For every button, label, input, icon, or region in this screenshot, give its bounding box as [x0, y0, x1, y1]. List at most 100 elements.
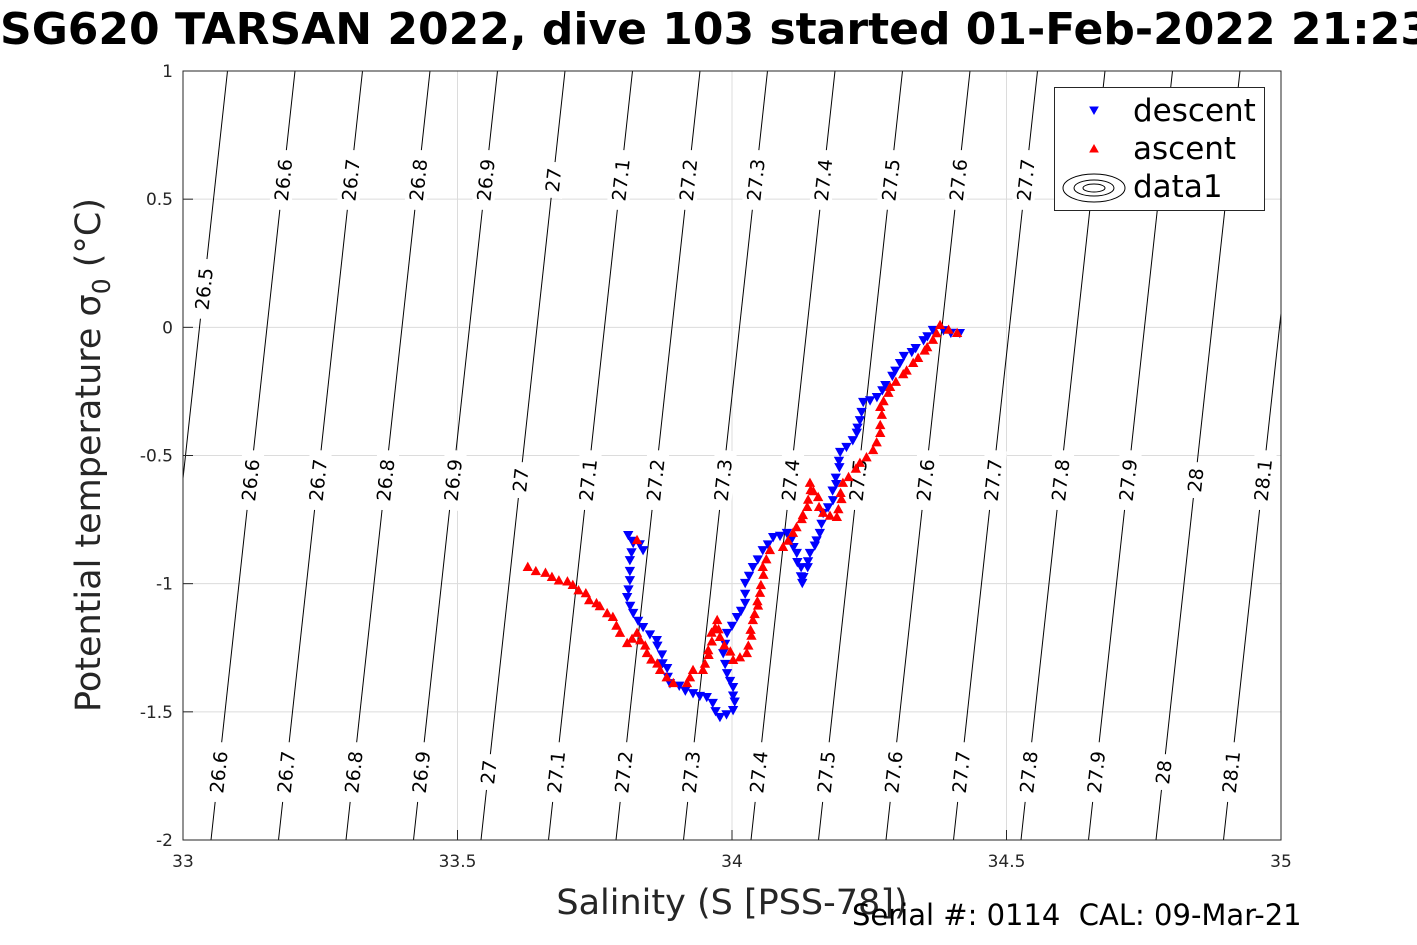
- contour-label: 27.8: [1046, 449, 1075, 512]
- contour-label-text: 27.6: [946, 158, 972, 202]
- contour-label: 26.6: [236, 449, 265, 512]
- descent-point: [637, 622, 649, 633]
- ascent-point: [758, 569, 769, 579]
- descent-point: [816, 519, 827, 530]
- contour-label-bg: [946, 741, 976, 804]
- contour-label-bg: [879, 741, 908, 804]
- contour-label-text: 27.3: [743, 158, 769, 202]
- contour-label: 27: [507, 461, 534, 500]
- contour-label-bg: [606, 148, 635, 211]
- ascent-point: [831, 511, 843, 522]
- descent-point: [632, 616, 644, 627]
- x-axis-label: Salinity (S [PSS-78]): [556, 883, 907, 923]
- contour-label-text: 26.9: [409, 750, 435, 794]
- descent-point: [906, 347, 917, 358]
- contour-label: 27.3: [741, 148, 770, 211]
- ascent-point: [878, 395, 889, 406]
- ascent-point: [583, 594, 595, 605]
- ascent-point: [890, 376, 902, 386]
- descent-point: [894, 358, 906, 369]
- contour-label-bg: [336, 148, 365, 211]
- contour-label-bg: [1113, 449, 1142, 512]
- contour-label-text: 28: [1152, 759, 1176, 785]
- ascent-point: [875, 427, 886, 437]
- contour-label-bg: [978, 449, 1007, 512]
- descent-point: [752, 555, 763, 565]
- ascent-point: [573, 585, 584, 595]
- descent-point: [788, 543, 799, 553]
- descent-point: [707, 698, 718, 709]
- contour-label-text: 27.3: [711, 458, 737, 502]
- descent-point: [827, 486, 838, 496]
- descent-point: [623, 585, 634, 595]
- serial-cal-footer: Serial #: 0114 CAL: 09-Mar-21: [852, 898, 1302, 932]
- contour-label: 27.2: [641, 449, 670, 512]
- descent-point: [781, 528, 793, 539]
- contour-label-bg: [471, 148, 500, 211]
- contour-label-text: 27.7: [1013, 158, 1039, 202]
- descent-point: [624, 556, 636, 566]
- contour-label-text: 27: [509, 467, 533, 493]
- triangle-up-marker-icon: [1089, 143, 1099, 153]
- contour-label-bg: [1216, 741, 1246, 804]
- descent-point: [661, 663, 673, 674]
- ascent-point: [580, 587, 592, 598]
- ascent-point: [607, 611, 619, 621]
- descent-point: [726, 621, 738, 632]
- contour-label: 27: [540, 160, 566, 200]
- ascent-point: [854, 457, 866, 467]
- contour-label-bg: [540, 160, 566, 200]
- contour-label-bg: [943, 148, 973, 211]
- descent-point: [898, 351, 910, 362]
- contour-label-bg: [236, 449, 265, 512]
- descent-point: [687, 689, 699, 699]
- legend-item-data1: data1: [1055, 168, 1264, 206]
- ascent-point: [876, 409, 888, 419]
- contour-label-text: 28.1: [1219, 750, 1245, 794]
- data-points: [522, 319, 966, 723]
- descent-point: [814, 528, 826, 539]
- ascent-point: [741, 647, 753, 658]
- descent-point: [680, 686, 691, 696]
- contour-label-text: 27.5: [814, 750, 840, 794]
- contour-label: 27.7: [946, 741, 976, 804]
- ascent-point: [837, 477, 849, 487]
- descent-point: [701, 692, 712, 703]
- contour-label-bg: [641, 449, 670, 512]
- descent-point: [811, 536, 822, 546]
- contour-label: 27.1: [541, 741, 570, 804]
- descent-point: [727, 682, 739, 693]
- contour-label: 27.1: [573, 449, 602, 512]
- descent-point: [858, 397, 869, 408]
- ascent-point: [631, 534, 643, 545]
- ascent-point: [747, 614, 759, 625]
- descent-point: [827, 496, 839, 506]
- ascent-point: [703, 644, 714, 655]
- descent-point: [623, 530, 634, 541]
- contour-label: 26.7: [271, 741, 300, 804]
- ascent-point: [836, 493, 847, 504]
- ascent-point: [802, 494, 814, 504]
- y-axis-label: Potential temperature σ0 (°C): [69, 198, 116, 712]
- contour-label-text: 27.6: [881, 750, 907, 794]
- ascent-point: [640, 640, 651, 650]
- ascent-point: [797, 509, 809, 520]
- contour-label-text: 27.6: [913, 458, 939, 502]
- contour-label-bg: [876, 148, 905, 211]
- descent-point: [854, 416, 866, 426]
- ascent-point: [824, 510, 836, 520]
- ascent-point: [727, 654, 739, 665]
- ascent-point: [530, 565, 542, 576]
- contour-marker-icon: [1062, 173, 1126, 203]
- ascent-point: [540, 567, 551, 577]
- triangle-down-marker-icon: [1089, 106, 1099, 116]
- ascent-point: [755, 579, 767, 590]
- ascent-point: [883, 387, 894, 397]
- contour-label-bg: [808, 148, 838, 211]
- contour-label-bg: [676, 741, 706, 804]
- contour-label-text: 26.8: [406, 158, 432, 202]
- contour-label: 27.4: [808, 148, 838, 211]
- contour-label-text: 26.6: [238, 458, 264, 502]
- descent-point: [856, 407, 867, 418]
- descent-point: [809, 541, 821, 551]
